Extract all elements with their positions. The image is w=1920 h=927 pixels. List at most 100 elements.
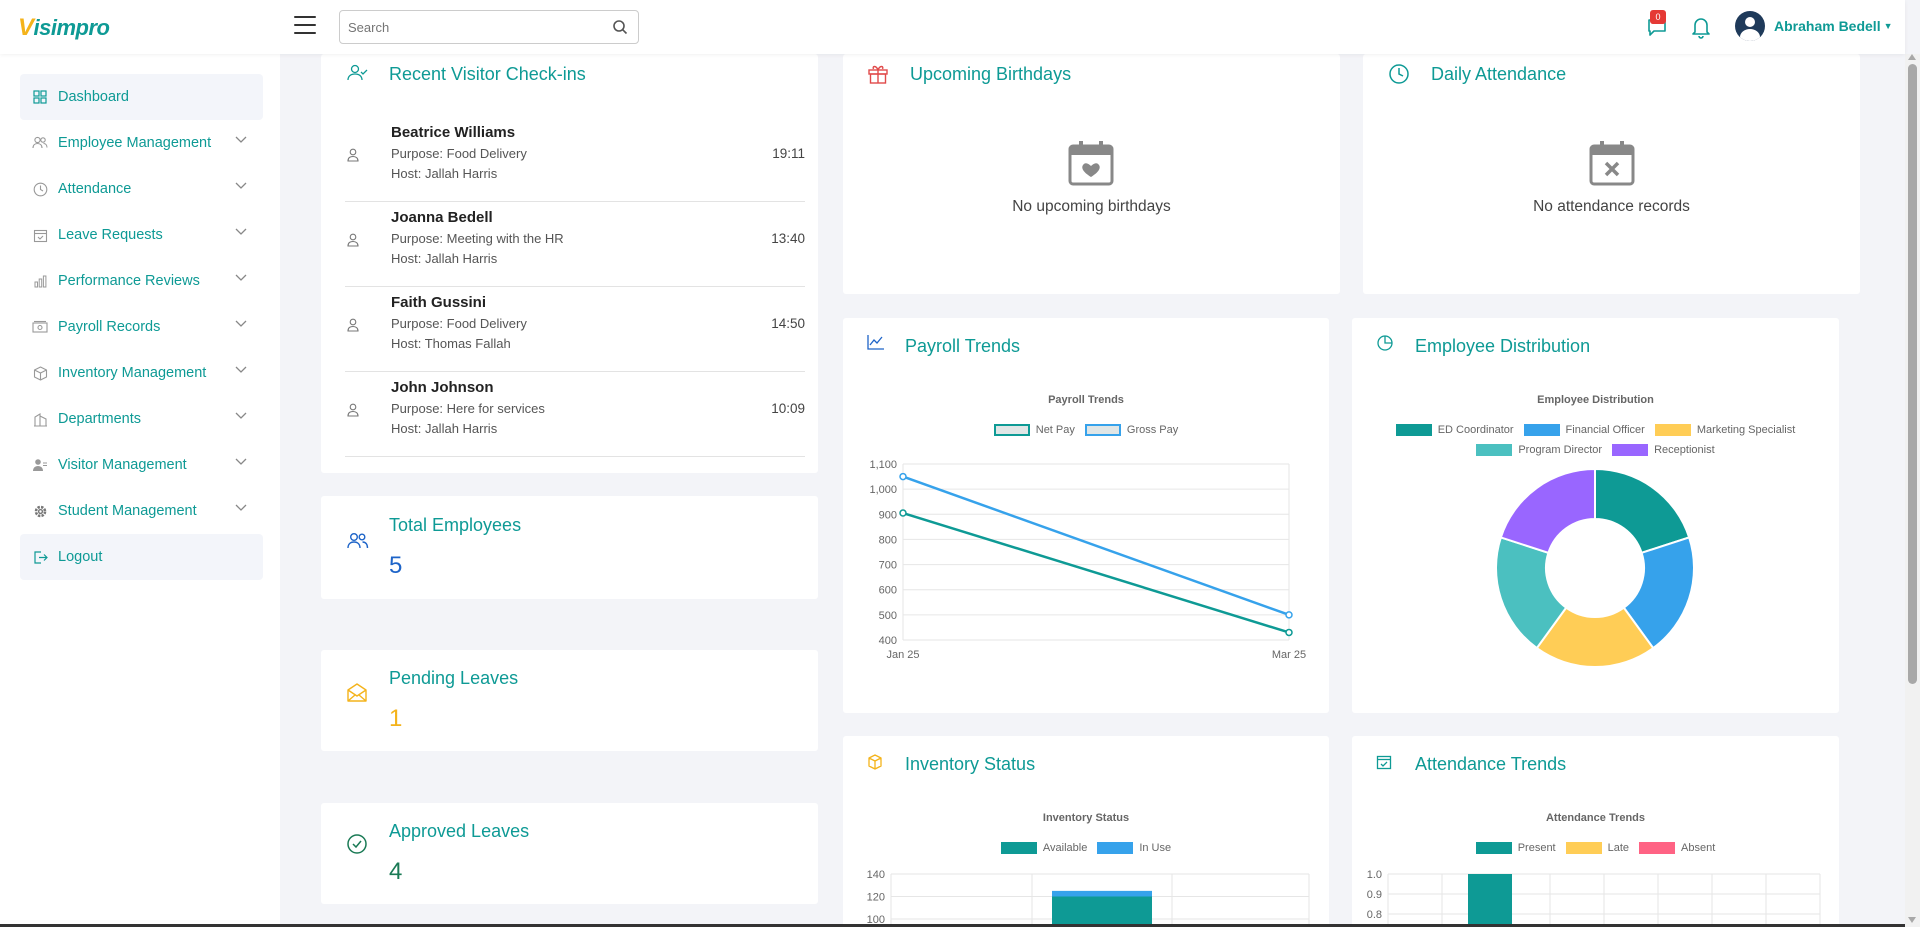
empty-state-text: No upcoming birthdays bbox=[1012, 198, 1171, 215]
sidebar-item-attendance[interactable]: Attendance bbox=[20, 166, 263, 212]
sidebar-item-logout[interactable]: Logout bbox=[20, 534, 263, 580]
legend-item[interactable]: Late bbox=[1565, 842, 1630, 854]
data-point bbox=[899, 509, 907, 517]
series-line bbox=[902, 475, 1290, 617]
user-icon bbox=[347, 403, 359, 417]
total-employees-card[interactable]: Total Employees 5 bbox=[321, 496, 818, 599]
legend-item[interactable]: Available bbox=[1000, 842, 1087, 854]
user-check-icon bbox=[32, 457, 48, 473]
sidebar-item-employee-management[interactable]: Employee Management bbox=[20, 120, 263, 166]
y-tick-label: 800 bbox=[879, 534, 897, 546]
menu-toggle-icon[interactable] bbox=[294, 16, 316, 34]
legend-item[interactable]: Absent bbox=[1639, 842, 1715, 854]
y-tick-label: 0.8 bbox=[1367, 909, 1382, 921]
pending-leaves-value: 1 bbox=[389, 705, 403, 732]
legend-label: Late bbox=[1607, 842, 1630, 854]
sidebar-item-label: Leave Requests bbox=[58, 227, 163, 243]
empty-state-text: No attendance records bbox=[1533, 198, 1690, 215]
approved-leaves-card[interactable]: Approved Leaves 4 bbox=[321, 803, 818, 904]
money-icon bbox=[32, 319, 48, 335]
bar-in-use bbox=[1052, 890, 1152, 897]
legend-label: Net Pay bbox=[1035, 424, 1075, 436]
app-logo[interactable]: Visimpro bbox=[18, 14, 110, 41]
user-name: Abraham Bedell bbox=[1774, 18, 1881, 34]
pie-slice bbox=[1622, 536, 1695, 650]
legend-swatch bbox=[1523, 424, 1560, 436]
bar-chart-icon bbox=[32, 273, 48, 289]
legend-item[interactable]: Present bbox=[1475, 842, 1556, 854]
chevron-down-icon bbox=[235, 320, 247, 327]
scroll-down-icon[interactable] bbox=[1908, 917, 1916, 923]
scrollbar-thumb[interactable] bbox=[1908, 64, 1917, 684]
visitor-time: 10:09 bbox=[771, 401, 805, 416]
visitor-purpose: Purpose: Food Delivery bbox=[391, 146, 527, 161]
logo-text: isimpro bbox=[33, 15, 110, 40]
chevron-down-icon bbox=[235, 412, 247, 419]
legend-label: Gross Pay bbox=[1126, 424, 1179, 436]
sidebar-item-visitor-management[interactable]: Visitor Management bbox=[20, 442, 263, 488]
legend-swatch bbox=[1000, 842, 1037, 854]
scroll-up-icon[interactable] bbox=[1908, 54, 1916, 60]
card-title: Inventory Status bbox=[905, 754, 1036, 774]
legend-label: Marketing Specialist bbox=[1696, 424, 1796, 436]
calendar-heart-icon bbox=[1068, 141, 1114, 186]
bar-present bbox=[1468, 874, 1512, 927]
messages-button[interactable]: 0 bbox=[1646, 10, 1668, 43]
caret-down-icon: ▼ bbox=[1883, 21, 1893, 31]
card-title: Approved Leaves bbox=[389, 821, 530, 841]
card-title: Recent Visitor Check-ins bbox=[389, 64, 586, 84]
legend-item[interactable]: ED Coordinator bbox=[1395, 424, 1514, 436]
user-menu[interactable]: Abraham Bedell ▼ bbox=[1735, 11, 1893, 41]
legend-swatch bbox=[1084, 424, 1121, 436]
y-tick-label: 1,000 bbox=[869, 484, 897, 496]
data-point bbox=[899, 472, 907, 481]
user-icon bbox=[347, 318, 359, 332]
legend-label: ED Coordinator bbox=[1437, 424, 1514, 436]
legend-item[interactable]: Receptionist bbox=[1612, 444, 1715, 456]
sidebar-item-performance-reviews[interactable]: Performance Reviews bbox=[20, 258, 263, 304]
chevron-down-icon bbox=[235, 136, 247, 143]
card-title: Total Employees bbox=[389, 515, 522, 535]
visitor-host: Host: Jallah Harris bbox=[391, 421, 498, 436]
pending-leaves-card[interactable]: Pending Leaves 1 bbox=[321, 650, 818, 751]
search-input[interactable] bbox=[340, 11, 590, 43]
sidebar-item-departments[interactable]: Departments bbox=[20, 396, 263, 442]
chart-legend: Net Pay Gross Pay bbox=[843, 424, 1329, 444]
users-icon bbox=[347, 533, 369, 549]
total-employees-value: 5 bbox=[389, 552, 403, 579]
legend-item[interactable]: Program Director bbox=[1476, 444, 1602, 456]
legend-swatch bbox=[1475, 842, 1512, 854]
legend-item[interactable]: In Use bbox=[1097, 842, 1171, 854]
sidebar-item-label: Departments bbox=[58, 411, 142, 427]
list-item[interactable]: Joanna Bedell Purpose: Meeting with the … bbox=[345, 201, 805, 287]
legend-item[interactable]: Net Pay bbox=[993, 424, 1075, 436]
sidebar-item-label: Payroll Records bbox=[58, 319, 161, 335]
search-icon[interactable] bbox=[612, 19, 628, 35]
grid-icon bbox=[32, 89, 48, 105]
pie-slice bbox=[1495, 536, 1568, 650]
daily-attendance-card: Daily Attendance No attendance records bbox=[1363, 54, 1860, 294]
visitor-time: 19:11 bbox=[772, 146, 805, 161]
page-scrollbar[interactable] bbox=[1905, 54, 1920, 927]
sidebar-item-leave-requests[interactable]: Leave Requests bbox=[20, 212, 263, 258]
list-item[interactable]: Beatrice Williams Purpose: Food Delivery… bbox=[345, 116, 805, 202]
legend-swatch bbox=[1654, 424, 1691, 436]
series-line bbox=[902, 511, 1290, 634]
card-title: Pending Leaves bbox=[389, 668, 519, 688]
attendance-trends-card: Attendance Trends Attendance Trends Pres… bbox=[1352, 736, 1839, 927]
window-bottom-border bbox=[0, 924, 1905, 927]
sidebar-item-dashboard[interactable]: Dashboard bbox=[20, 74, 263, 120]
list-item[interactable]: Faith Gussini Purpose: Food Delivery Hos… bbox=[345, 286, 805, 372]
user-icon bbox=[347, 233, 359, 247]
legend-item[interactable]: Marketing Specialist bbox=[1654, 424, 1796, 436]
sidebar-item-inventory-management[interactable]: Inventory Management bbox=[20, 350, 263, 396]
y-tick-label: 700 bbox=[879, 560, 897, 572]
legend-item[interactable]: Gross Pay bbox=[1084, 424, 1179, 436]
check-circle-icon bbox=[347, 834, 367, 854]
sidebar-item-payroll-records[interactable]: Payroll Records bbox=[20, 304, 263, 350]
legend-item[interactable]: Financial Officer bbox=[1523, 424, 1645, 436]
notifications-button[interactable] bbox=[1690, 15, 1712, 44]
list-item[interactable]: John Johnson Purpose: Here for services … bbox=[345, 371, 805, 457]
legend-label: Present bbox=[1517, 842, 1556, 854]
sidebar-item-student-management[interactable]: Student Management bbox=[20, 488, 263, 534]
